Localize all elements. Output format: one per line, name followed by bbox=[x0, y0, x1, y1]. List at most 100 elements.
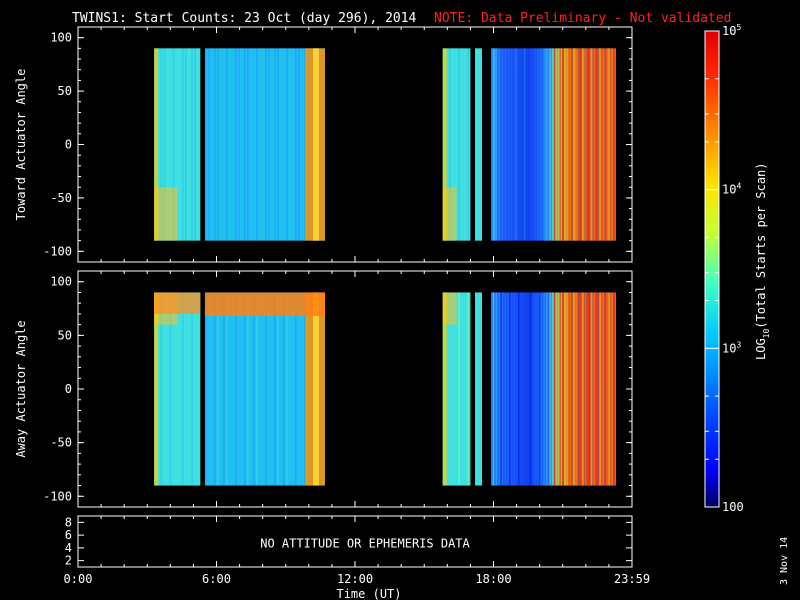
heatmap-streak bbox=[613, 48, 616, 241]
heatmap-streak bbox=[556, 48, 559, 241]
heatmap-streak bbox=[559, 292, 562, 486]
heatmap-streak bbox=[464, 48, 467, 241]
heatmap-streak bbox=[514, 48, 517, 241]
heatmap-streak bbox=[581, 292, 584, 486]
heatmap-streak bbox=[258, 48, 261, 241]
heatmap-streak bbox=[514, 292, 517, 486]
heatmap-streak bbox=[294, 292, 297, 486]
heatmap-streak bbox=[160, 48, 163, 241]
heatmap-streak bbox=[243, 48, 246, 241]
heatmap-streak bbox=[494, 48, 496, 241]
heatmap-streak bbox=[178, 48, 181, 241]
heatmap-streak bbox=[219, 292, 222, 486]
heatmap-streak bbox=[246, 292, 249, 486]
heatmap-streak bbox=[532, 292, 535, 486]
heatmap-streak bbox=[163, 48, 166, 241]
heatmap-streak bbox=[497, 48, 499, 241]
heatmap-streak bbox=[445, 292, 448, 486]
heatmap-streak bbox=[204, 292, 207, 486]
heatmap-streak bbox=[194, 48, 197, 241]
heatmap-streak bbox=[586, 292, 588, 486]
heatmap-warm-edge bbox=[442, 292, 447, 486]
colorbar-ticks: 105 104 103 100 bbox=[705, 23, 744, 514]
colorbar-tick-label: 104 bbox=[722, 182, 741, 197]
y-tick-label: 100 bbox=[50, 275, 72, 289]
heatmap-streak bbox=[297, 48, 300, 241]
heatmap-streak bbox=[523, 48, 526, 241]
heatmap-streak bbox=[197, 292, 200, 486]
heatmap-streak bbox=[581, 48, 584, 241]
heatmap-streak bbox=[497, 292, 499, 486]
heatmap-streak bbox=[538, 292, 541, 486]
heatmap-streak bbox=[610, 48, 613, 241]
heatmap-streak bbox=[455, 48, 457, 241]
heatmap-streak bbox=[589, 48, 591, 241]
heatmap-streak bbox=[297, 292, 300, 486]
heatmap-streak bbox=[500, 292, 502, 486]
y-tick-label: 100 bbox=[50, 31, 72, 45]
heatmap-streak bbox=[520, 292, 523, 486]
y-tick-label: 2 bbox=[65, 554, 72, 568]
heatmap-streak bbox=[583, 48, 585, 241]
heatmap-streak bbox=[255, 48, 258, 241]
heatmap-streak bbox=[184, 292, 187, 486]
heatmap-streak bbox=[261, 292, 264, 486]
heatmap-streak bbox=[520, 48, 523, 241]
heatmap-streak bbox=[587, 292, 590, 486]
heatmap-streak bbox=[517, 292, 520, 486]
heatmap-streak bbox=[210, 48, 213, 241]
heatmap-streak bbox=[216, 48, 219, 241]
heatmap-streak bbox=[270, 48, 273, 241]
heatmap-streak bbox=[300, 48, 303, 241]
heatmap-streak bbox=[282, 292, 285, 486]
heatmap-streak bbox=[604, 292, 607, 486]
heatmap-streak bbox=[228, 292, 231, 486]
heatmap-streak bbox=[240, 48, 243, 241]
y-tick-label: 0 bbox=[65, 382, 72, 396]
heatmap-streak bbox=[181, 292, 184, 486]
heatmap-streak bbox=[567, 48, 570, 241]
x-tick-label: 18:00 bbox=[475, 572, 511, 586]
heatmap-streak bbox=[601, 292, 604, 486]
heatmap-streak bbox=[451, 48, 454, 241]
heatmap-streak bbox=[601, 48, 604, 241]
heatmap-streak bbox=[225, 48, 228, 241]
heatmap-streak bbox=[285, 48, 288, 241]
heatmap-block bbox=[204, 292, 325, 486]
heatmap-streak bbox=[607, 292, 610, 486]
heatmap-streak bbox=[544, 48, 547, 241]
heatmap-warm-edge bbox=[154, 48, 159, 241]
heatmap-streak bbox=[576, 292, 579, 486]
heatmap-streak bbox=[511, 48, 514, 241]
heatmap-streak bbox=[475, 292, 478, 486]
heatmap-streak bbox=[586, 48, 588, 241]
heatmap-streak bbox=[216, 292, 219, 486]
heatmap-streak bbox=[252, 292, 255, 486]
heatmap-streak bbox=[535, 292, 538, 486]
heatmap-streak bbox=[169, 48, 172, 241]
heatmap-streak bbox=[237, 48, 240, 241]
y-tick-label: -50 bbox=[50, 191, 72, 205]
heatmap-hot-edge bbox=[312, 48, 319, 241]
heatmap-streak bbox=[529, 48, 532, 241]
heatmap-streak bbox=[448, 292, 451, 486]
colorbar-gradient bbox=[704, 30, 720, 508]
y-tick-label: -100 bbox=[43, 489, 72, 503]
heatmap-streak bbox=[276, 292, 279, 486]
heatmap-streak bbox=[261, 48, 264, 241]
heatmap-streak bbox=[285, 292, 288, 486]
away-actuator-panel: 100 50 0 -50 -100 Away Actuator Angle bbox=[14, 270, 633, 508]
heatmap-streak bbox=[303, 48, 306, 241]
x-tick-label: 6:00 bbox=[202, 572, 231, 586]
heatmap-streak bbox=[590, 292, 593, 486]
heatmap-streak bbox=[570, 48, 573, 241]
y-tick-label: -100 bbox=[43, 244, 72, 258]
heatmap-warm-edge bbox=[154, 292, 159, 486]
heatmap-streak bbox=[584, 292, 587, 486]
heatmap-block bbox=[204, 48, 325, 241]
heatmap-streak bbox=[213, 292, 216, 486]
x-tick-label: 12:00 bbox=[337, 572, 373, 586]
heatmap-streak bbox=[508, 48, 511, 241]
heatmap-streak bbox=[166, 48, 169, 241]
heatmap-streak bbox=[169, 292, 172, 486]
